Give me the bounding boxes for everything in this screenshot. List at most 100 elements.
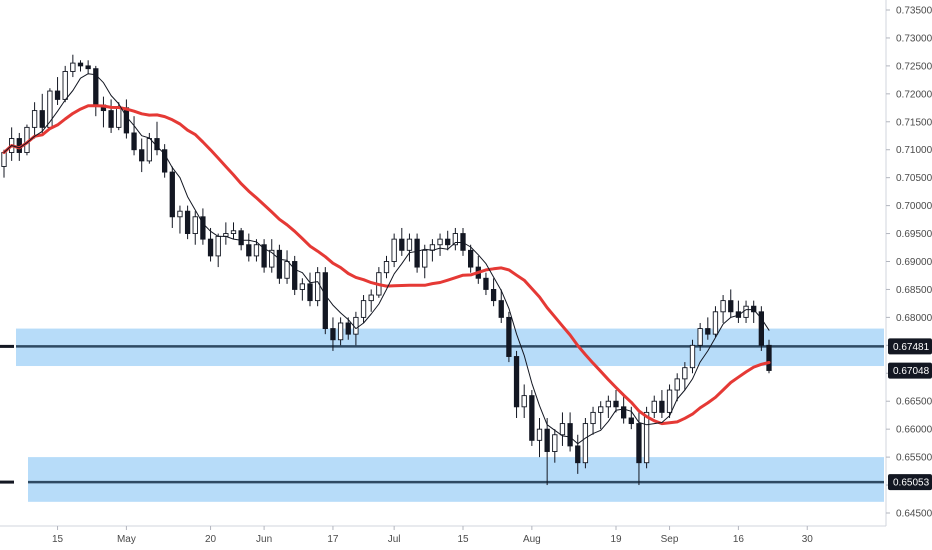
candle-98 [751, 300, 757, 323]
candle-71 [544, 417, 550, 486]
candle-body-down [659, 400, 665, 413]
candle-94 [720, 295, 726, 323]
candle-body-up [582, 423, 589, 464]
candle-4 [31, 102, 38, 139]
candle-76 [582, 417, 589, 469]
candle-69 [529, 390, 535, 446]
candle-34 [261, 239, 267, 273]
candle-body-up [31, 110, 38, 128]
candle-body-down [468, 249, 474, 268]
time-tick-label: 15 [457, 534, 469, 545]
candle-body-up [720, 300, 726, 313]
slow-moving-average-line [2, 104, 771, 426]
candle-body-up [253, 244, 260, 257]
candle-body-up [406, 238, 413, 251]
candle-44 [337, 317, 344, 346]
candle-body-down [498, 300, 504, 318]
level-marker-2 [0, 480, 14, 484]
time-tick-label: May [117, 534, 136, 545]
price-tick-label: 0.72000 [896, 89, 932, 100]
candle-body-down [169, 171, 175, 218]
candle-50 [383, 255, 390, 279]
candle-body-down [207, 238, 214, 257]
candle-body-down [728, 300, 734, 313]
price-tick-label: 0.66500 [896, 397, 932, 408]
candle-89 [682, 362, 688, 391]
candle-body-up [116, 107, 122, 128]
candle-42 [322, 267, 328, 335]
candle-body-down [766, 344, 772, 371]
candle-32 [246, 233, 252, 262]
candle-body-down [161, 149, 168, 173]
candle-54 [414, 233, 420, 273]
candle-body-up [590, 411, 596, 425]
price-tick-label: 0.68000 [896, 313, 932, 324]
candle-body-up [192, 216, 198, 235]
level-marker-1 [0, 344, 14, 348]
time-tick-label: Sep [661, 534, 679, 545]
candle-body-up [284, 261, 290, 279]
time-axis[interactable]: 15 May 20 Jun 17 Jul 15 Aug 19 Sep 16 30 [52, 526, 813, 545]
candle-21 [161, 144, 168, 178]
candle-57 [437, 233, 443, 256]
price-tick-label: 0.71000 [896, 145, 932, 156]
candle-91 [697, 322, 703, 351]
candle-8 [62, 65, 68, 103]
time-tick-label: Jun [256, 534, 272, 545]
candle-body-up [521, 395, 527, 408]
candle-30 [230, 222, 237, 240]
candle-body-up [437, 238, 443, 246]
candle-51 [391, 233, 397, 268]
candle-87 [666, 384, 673, 418]
candle-99 [758, 306, 765, 351]
candle-body-down [322, 272, 328, 330]
price-label-text: 0.65053 [893, 478, 930, 489]
candle-26 [200, 208, 206, 245]
candle-body-up [391, 238, 397, 262]
candle-body-down [39, 110, 45, 128]
candle-body-down [621, 406, 627, 419]
candle-100 [766, 339, 772, 374]
fast-moving-average-line [3, 73, 770, 445]
candle-body-down [85, 65, 91, 70]
price-tick-label: 0.70000 [896, 201, 932, 212]
candle-81 [621, 395, 627, 424]
candle-24 [184, 205, 191, 240]
candle-68 [521, 384, 527, 418]
candle-78 [598, 401, 604, 430]
price-label-text: 0.67481 [893, 342, 930, 353]
price-label-background [888, 338, 932, 355]
candle-body-down [490, 288, 497, 302]
candle-65 [498, 289, 504, 323]
candle-body-down [705, 328, 711, 335]
candle-66 [506, 311, 512, 363]
price-tick-label: 0.66000 [896, 425, 932, 436]
candle-body-up [368, 294, 374, 302]
candle-22 [169, 166, 175, 228]
candle-body-up [674, 378, 680, 391]
candle-77 [590, 406, 596, 435]
candle-body-up [712, 311, 719, 335]
candle-74 [567, 412, 573, 452]
candle-body-up [315, 272, 321, 302]
candle-body-down [77, 62, 84, 67]
candle-body-down [445, 238, 451, 246]
candle-61 [468, 244, 474, 273]
candle-body-up [689, 344, 696, 369]
candle-36 [276, 244, 283, 284]
candle-body-down [184, 210, 191, 235]
candle-body-down [506, 316, 512, 357]
time-tick-label: 30 [802, 534, 814, 545]
candle-23 [177, 205, 183, 234]
candle-95 [728, 289, 734, 318]
candle-27 [207, 227, 214, 262]
candle-body-down [636, 423, 642, 464]
candle-31 [238, 227, 244, 251]
moving-average-lines [2, 73, 771, 445]
candle-14 [108, 99, 114, 133]
price-label-1: 0.67481 [888, 338, 932, 355]
candle-body-up [552, 434, 558, 452]
candle-75 [575, 434, 581, 474]
candle-body-down [330, 328, 336, 341]
